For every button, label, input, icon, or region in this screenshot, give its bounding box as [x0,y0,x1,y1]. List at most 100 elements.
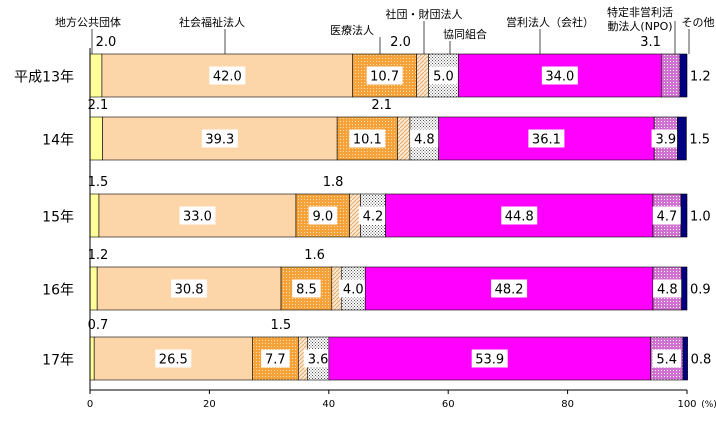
bar-row: 16年 1.2 30.8 8.5 1.6 4.0 48.2 4.8 0.9 [42,248,711,311]
series-annotation: 社会福祉法人 [179,15,245,29]
value-label: 4.7 [657,210,678,225]
category-label: 17年 [42,353,74,369]
value-label: 1.8 [323,175,344,190]
bar-segment-local-gov [89,266,98,311]
value-label-box [292,279,321,298]
x-tick-label: 60 [442,399,455,410]
value-label: 42.0 [213,70,242,85]
bar-segment-other [681,266,688,311]
value-label-box [179,206,216,225]
x-tick-label: 100 [677,399,696,410]
value-label-box [155,349,192,368]
value-label-box [339,279,368,298]
series-annotation: 地方公共団体 [55,15,121,29]
value-label: 30.8 [175,283,204,298]
value-label: 1.5 [689,133,710,148]
x-tick-label: 20 [203,399,216,410]
value-label: 5.0 [433,70,454,85]
value-label: 4.8 [414,133,435,148]
value-label-box [201,129,238,148]
value-label: 2.0 [96,35,117,50]
x-tick-label: 0 [87,399,93,410]
value-label: 1.0 [690,210,711,225]
category-label: 15年 [42,210,74,226]
value-label: 1.2 [690,70,711,85]
value-label-box [308,206,338,225]
bar-row: 14年 2.1 39.3 10.1 2.1 4.8 36.1 3.9 1.5 [42,98,710,161]
value-label: 0.9 [690,283,711,298]
value-label-box [471,349,508,368]
value-label: 1.5 [88,175,109,190]
series-annotation: 営利法人（会社） [506,15,594,29]
value-label: 3.9 [655,133,676,148]
value-label: 36.1 [532,133,561,148]
series-annotation: 医療法人 [330,23,374,37]
value-label-box [653,279,682,298]
value-label: 2.1 [88,98,109,113]
value-label-box [651,129,681,148]
category-label: 平成13年 [14,70,74,86]
bar-segment-other [677,116,687,161]
value-label: 53.9 [475,353,504,368]
value-label-box [410,129,439,148]
value-label-box [171,279,208,298]
value-label: 0.7 [88,318,109,333]
value-label-box [209,66,246,85]
bar-row: 17年 0.7 26.5 7.7 1.5 3.6 53.9 5.4 0.8 [42,318,712,381]
value-label: 3.6 [308,353,329,368]
value-label: 3.1 [640,35,661,50]
category-label: 16年 [42,283,74,299]
value-label: 26.5 [159,353,188,368]
value-label-box [491,279,528,298]
value-label-box [261,349,290,368]
bar-segment-local-gov [89,336,95,381]
series-annotation: 特定非営利活 [607,5,673,19]
value-label: 5.4 [656,353,677,368]
value-label: 4.2 [363,210,384,225]
value-label: 9.0 [312,210,333,225]
bar-segment-other [682,336,688,381]
series-annotation: その他 [682,16,715,29]
bar-segment-other [679,53,688,98]
bar-row: 平成13年 2.0 42.0 10.7 2.0 5.0 34.0 3.1 1.2 [14,35,711,98]
bar-segment-foundation [397,116,411,161]
x-axis: 0 20 40 60 80 100 (%) [87,48,716,410]
value-label: 10.7 [370,70,399,85]
x-tick-label: 40 [322,399,335,410]
bar-segment-foundation [416,53,429,98]
value-label: 7.7 [265,353,286,368]
bar-rows: 平成13年 2.0 42.0 10.7 2.0 5.0 34.0 3.1 1.2 14年 2.1 39… [14,35,712,381]
value-label-box [652,206,682,225]
x-unit-label: (%) [701,400,716,410]
value-label: 2.0 [390,35,411,50]
bar-segment-local-gov [89,53,103,98]
value-label: 2.1 [371,98,392,113]
bar-segment-other [680,193,688,238]
value-label: 4.0 [343,283,364,298]
value-label-box [358,206,388,225]
series-annotation: 動法人(NPO) [607,19,672,33]
value-label-box [366,66,403,85]
value-label: 1.5 [270,318,291,333]
value-label: 44.8 [505,210,534,225]
value-label: 4.8 [657,283,678,298]
bar-segment-npo [661,53,681,98]
value-label-box [528,129,565,148]
bar-segment-local-gov [89,193,100,238]
x-tick-label: 80 [561,399,574,410]
series-annotation: 協同組合 [443,27,487,41]
value-label: 39.3 [205,133,234,148]
value-label: 0.8 [691,353,712,368]
value-label-box [652,349,681,368]
bar-segment-local-gov [89,116,103,161]
value-label-box [429,66,458,85]
value-label-box [501,206,538,225]
value-label: 8.5 [296,283,317,298]
value-label-box [303,349,333,368]
value-label: 10.1 [353,133,382,148]
value-label: 34.0 [545,70,574,85]
value-label: 48.2 [495,283,524,298]
value-label: 1.6 [304,248,325,263]
